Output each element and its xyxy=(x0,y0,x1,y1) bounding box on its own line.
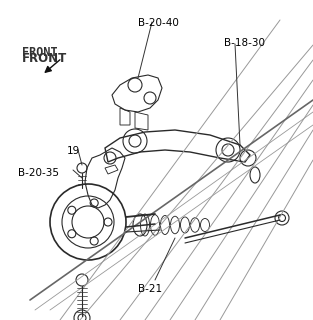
Text: B-18-30: B-18-30 xyxy=(224,38,265,48)
Text: FRONT: FRONT xyxy=(22,46,58,59)
Text: 19: 19 xyxy=(67,146,80,156)
Text: B-20-40: B-20-40 xyxy=(138,18,179,28)
Text: FRONT: FRONT xyxy=(22,52,67,65)
Text: B-21: B-21 xyxy=(138,284,162,294)
Text: B-20-35: B-20-35 xyxy=(18,168,59,178)
